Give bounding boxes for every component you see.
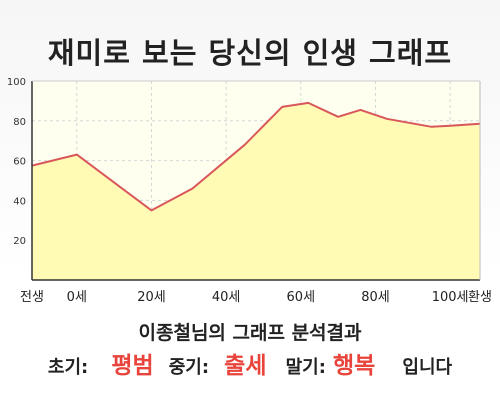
result-suffix: 입니다: [402, 357, 453, 378]
y-tick-label: 40: [13, 196, 26, 207]
early-label: 초기:: [47, 357, 89, 378]
mid-label: 중기:: [168, 357, 210, 378]
y-tick-label: 80: [13, 117, 26, 128]
x-tick-label: 40세: [212, 290, 241, 305]
x-tick-label: 60세: [287, 290, 316, 305]
late-value: 행복: [333, 353, 376, 379]
x-tick-label: 80세: [361, 290, 390, 305]
x-tick-labels: 전생 0세 20세 40세 60세 80세 100세 환생: [20, 290, 492, 305]
x-tick-label: 환생: [468, 290, 492, 305]
y-tick-label: 60: [13, 157, 26, 168]
x-tick-label: 전생: [20, 290, 44, 305]
y-tick-label: 100: [7, 77, 26, 88]
y-tick-labels: 20 40 60 80 100: [7, 77, 26, 247]
analysis-subtitle: 이종철님의 그래프 분석결과: [138, 322, 362, 344]
y-tick-label: 20: [13, 236, 26, 247]
area-fill: [32, 102, 480, 281]
x-tick-label: 100세: [432, 290, 469, 305]
early-value: 평범: [111, 353, 154, 379]
analysis-result: 초기: 평범 중기: 출세 말기: 행복 입니다: [0, 346, 500, 380]
series-line: [31, 101, 481, 212]
mid-value: 출세: [224, 353, 267, 379]
x-tick-label: 20세: [137, 290, 166, 305]
late-label: 말기:: [285, 357, 326, 378]
chart-title: 재미로 보는 당신의 인생 그래프: [47, 36, 453, 70]
x-tick-label: 0세: [67, 290, 87, 305]
axes: [31, 80, 481, 281]
